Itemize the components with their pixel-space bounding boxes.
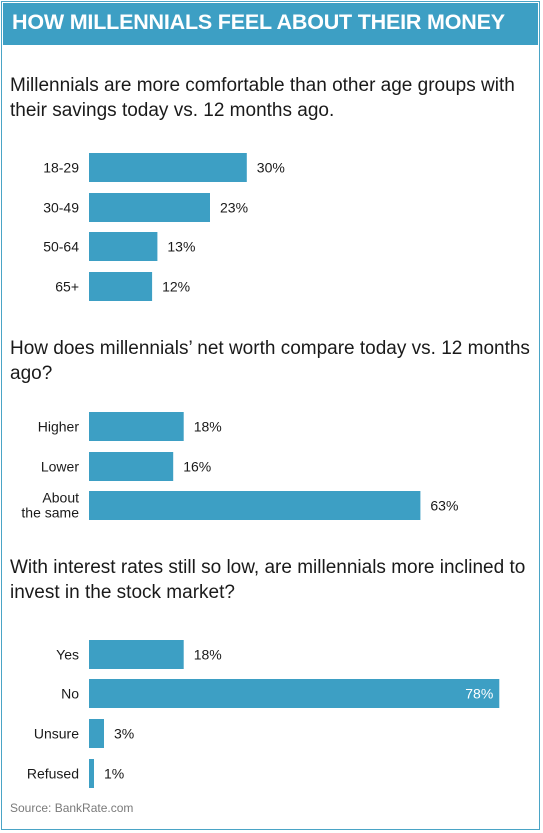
category-label-savings-1: 30-49 bbox=[43, 200, 79, 216]
chart-savings: 18-29 30% 30-49 23% 50-64 13% 65+ 12% bbox=[43, 153, 285, 301]
bar-stock-market-3 bbox=[89, 759, 94, 788]
value-label-stock-market-3: 1% bbox=[104, 766, 124, 782]
chart-title-stock-market: With interest rates still so low, are mi… bbox=[10, 557, 526, 603]
category-label-net-worth-1: Lower bbox=[41, 459, 79, 475]
value-label-stock-market-0: 18% bbox=[194, 647, 222, 663]
chart-stock-market: Yes 18% No 78% Unsure 3% Refused 1% bbox=[27, 640, 500, 788]
header-banner: HOW MILLENNIALS FEEL ABOUT THEIR MONEY bbox=[3, 3, 538, 45]
chart-title-net-worth: How does millennials’ net worth compare … bbox=[10, 338, 530, 384]
category-label-savings-3: 65+ bbox=[55, 279, 79, 295]
value-label-net-worth-0: 18% bbox=[194, 419, 222, 435]
category-label-stock-market-3: Refused bbox=[27, 766, 79, 782]
value-label-stock-market-2: 3% bbox=[114, 726, 134, 742]
category-label-savings-2: 50-64 bbox=[43, 239, 79, 255]
value-label-savings-0: 30% bbox=[257, 160, 285, 176]
bar-savings-3 bbox=[89, 272, 153, 301]
value-label-net-worth-2: 63% bbox=[430, 498, 458, 514]
bar-net-worth-0 bbox=[89, 412, 184, 441]
source-note: Source: BankRate.com bbox=[10, 801, 134, 815]
category-label-stock-market-2: Unsure bbox=[34, 726, 79, 742]
value-label-savings-1: 23% bbox=[220, 200, 248, 216]
bar-savings-1 bbox=[89, 193, 210, 222]
value-label-stock-market-1: 78% bbox=[465, 686, 493, 702]
bar-stock-market-2 bbox=[89, 719, 104, 748]
chart-net-worth: Higher 18% Lower 16% About the same 63% bbox=[21, 412, 458, 521]
bar-net-worth-2 bbox=[89, 491, 421, 520]
value-label-savings-3: 12% bbox=[162, 279, 190, 295]
category-label-net-worth-0: Higher bbox=[38, 419, 80, 435]
value-label-savings-2: 13% bbox=[167, 239, 195, 255]
bar-savings-0 bbox=[89, 153, 247, 182]
bar-stock-market-1 bbox=[89, 679, 500, 708]
category-label-stock-market-0: Yes bbox=[56, 647, 79, 663]
category-label-stock-market-1: No bbox=[61, 686, 79, 702]
chart-title-savings: Millennials are more comfortable than ot… bbox=[10, 75, 515, 121]
bar-stock-market-0 bbox=[89, 640, 184, 669]
category-label-savings-0: 18-29 bbox=[43, 160, 79, 176]
bar-savings-2 bbox=[89, 232, 158, 261]
page-title: HOW MILLENNIALS FEEL ABOUT THEIR MONEY bbox=[12, 10, 505, 34]
bar-net-worth-1 bbox=[89, 452, 174, 481]
category-label-net-worth-2: About the same bbox=[21, 490, 79, 521]
value-label-net-worth-1: 16% bbox=[183, 459, 211, 475]
